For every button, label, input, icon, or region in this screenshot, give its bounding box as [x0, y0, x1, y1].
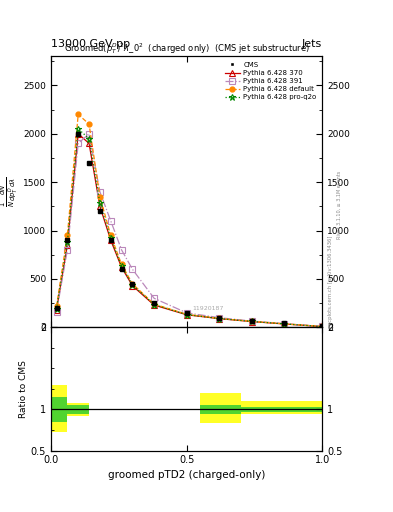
Bar — [51, 397, 67, 422]
Text: mcplots.cern.ch [arXiv:1306.3436]: mcplots.cern.ch [arXiv:1306.3436] — [328, 236, 333, 327]
Bar — [241, 401, 322, 414]
Legend: CMS, Pythia 6.428 370, Pythia 6.428 391, Pythia 6.428 default, Pythia 6.428 pro-: CMS, Pythia 6.428 370, Pythia 6.428 391,… — [222, 60, 319, 102]
Bar — [51, 385, 67, 433]
Y-axis label: $\frac{1}{N}\frac{dN}{dp_{T}^{D}\,d\lambda}$: $\frac{1}{N}\frac{dN}{dp_{T}^{D}\,d\lamb… — [0, 177, 20, 207]
Text: 13000 GeV pp: 13000 GeV pp — [51, 38, 130, 49]
Title: Groomed$(p_T^D)^2\lambda\_0^2$  (charged only)  (CMS jet substructure): Groomed$(p_T^D)^2\lambda\_0^2$ (charged … — [64, 41, 310, 56]
Bar — [200, 404, 241, 414]
Text: 11920187: 11920187 — [192, 306, 224, 311]
Bar — [241, 407, 322, 412]
X-axis label: groomed pTD2 (charged-only): groomed pTD2 (charged-only) — [108, 470, 265, 480]
Bar — [67, 403, 89, 416]
Bar — [200, 393, 241, 422]
Text: Rivet 3.1.10, ≥ 3.1M events: Rivet 3.1.10, ≥ 3.1M events — [337, 170, 342, 239]
Bar — [67, 406, 89, 414]
Text: Jets: Jets — [302, 38, 322, 49]
Y-axis label: Ratio to CMS: Ratio to CMS — [19, 360, 28, 418]
